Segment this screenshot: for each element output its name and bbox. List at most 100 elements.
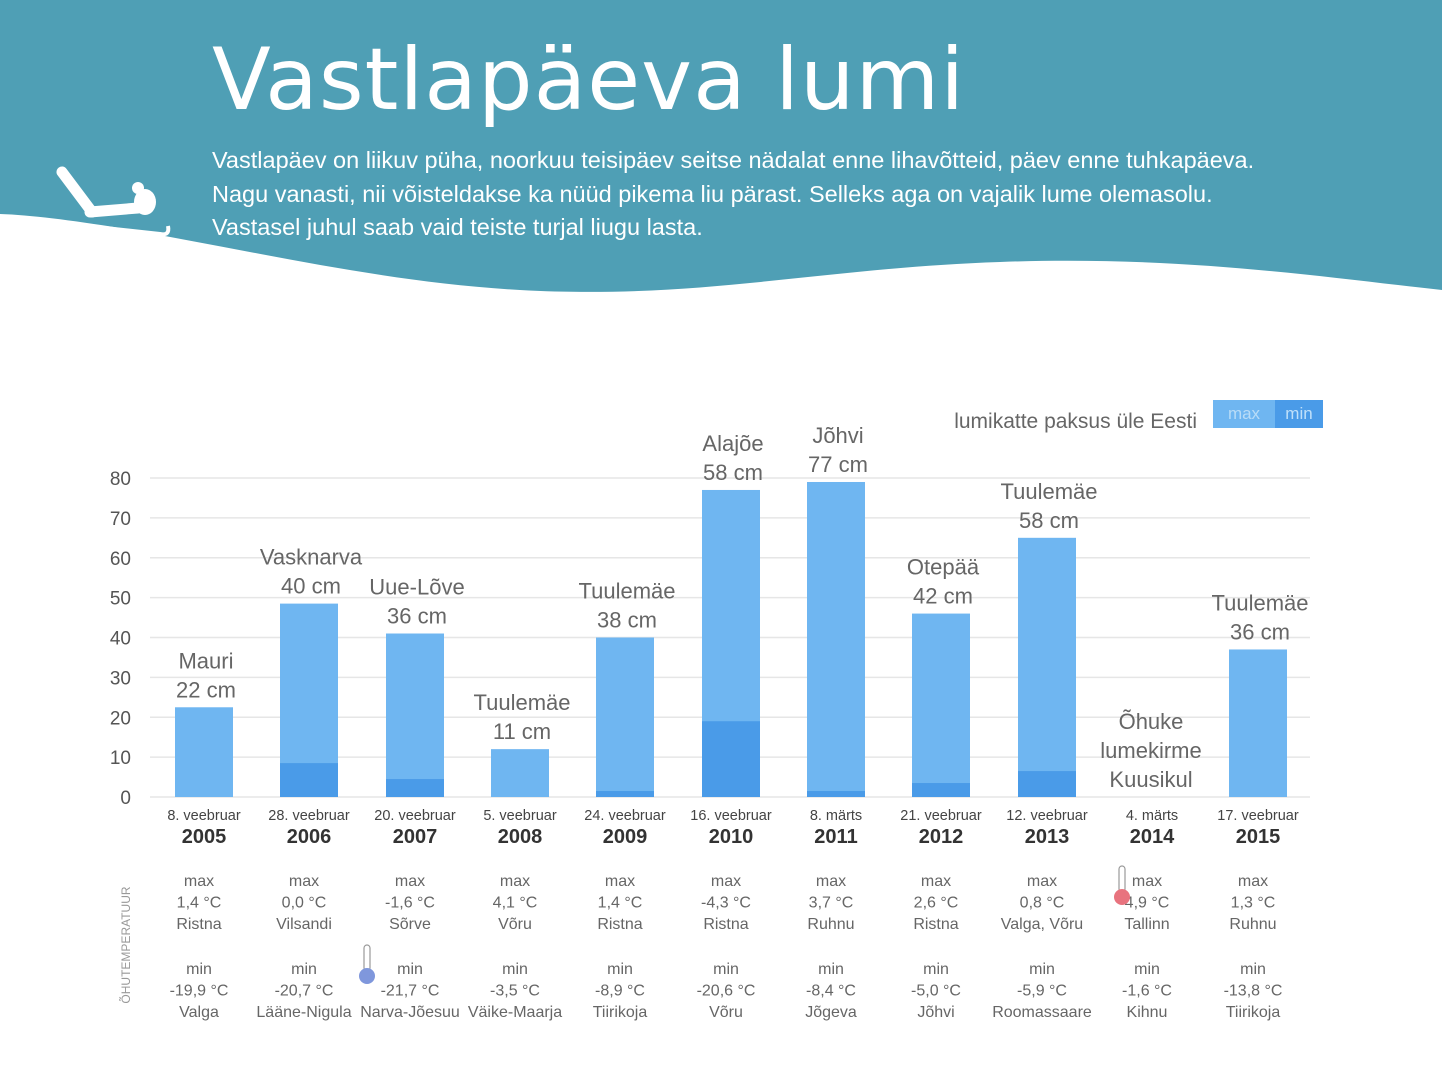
y-tick-label: 10: [110, 748, 131, 769]
temp-min-value: -21,7 °C: [381, 983, 440, 1000]
y-tick-label: 50: [110, 589, 131, 610]
bar-max: [1229, 649, 1287, 797]
bar-annotation: Kuusikul: [1109, 767, 1192, 792]
bar-annotation: 38 cm: [597, 608, 657, 633]
bar-min: [596, 791, 654, 797]
cold-thermometer-icon: [359, 944, 375, 984]
x-year-label: 2006: [287, 826, 332, 848]
temp-max-value: 2,6 °C: [914, 895, 959, 912]
temp-max-place: Ristna: [703, 916, 748, 933]
bar-annotation: Jõhvi: [812, 423, 863, 448]
y-tick-label: 60: [110, 549, 131, 570]
x-axis-labels: 8. veebruar 2005 28. veebruar 2006 20. veebr…: [167, 808, 1299, 848]
temperature-axis-label: ÕHUTEMPERATUUR: [118, 886, 133, 1003]
temp-min-label: min: [186, 961, 212, 978]
page-title: Vastlapäeva lumi: [212, 30, 966, 130]
bar-annotation: 77 cm: [808, 452, 868, 477]
temp-max-label: max: [500, 873, 530, 890]
x-year-label: 2012: [919, 826, 964, 848]
bar-annotation: 11 cm: [493, 719, 551, 744]
y-tick-label: 30: [110, 668, 131, 689]
bar-min: [1018, 771, 1076, 797]
header-banner: [0, 0, 1442, 292]
x-date-label: 21. veebruar: [900, 808, 982, 824]
temp-max-value: 4,9 °C: [1125, 895, 1170, 912]
temp-min-place: Lääne-Nigula: [256, 1004, 351, 1021]
x-date-label: 20. veebruar: [374, 808, 456, 824]
x-year-label: 2010: [709, 826, 754, 848]
x-date-label: 5. veebruar: [483, 808, 557, 824]
temp-max-label: max: [711, 873, 741, 890]
temp-min-place: Tiirikoja: [593, 1004, 648, 1021]
intro-line: Nagu vanasti, nii võisteldakse ka nüüd p…: [212, 180, 1213, 207]
temp-max-value: 1,3 °C: [1231, 895, 1276, 912]
bar-annotation: Vasknarva: [260, 545, 363, 570]
bar-min: [912, 783, 970, 797]
temp-min-place: Narva-Jõesuu: [360, 1004, 460, 1021]
bar-annotation: Uue-Lõve: [369, 575, 464, 600]
bar-annotation: Tuulemäe: [578, 579, 675, 604]
temp-min-place: Valga: [179, 1004, 219, 1021]
bar-min: [807, 791, 865, 797]
temp-max-place: Vilsandi: [276, 916, 332, 933]
bar-max: [596, 637, 654, 797]
bar-annotation: Otepää: [907, 555, 980, 580]
x-year-label: 2007: [393, 826, 438, 848]
temp-min-label: min: [607, 961, 633, 978]
temp-max-place: Ruhnu: [1229, 916, 1276, 933]
banner-wave-shape: [0, 0, 1442, 292]
bar-annotation: 22 cm: [176, 677, 236, 702]
bar-annotation: 58 cm: [703, 460, 763, 485]
bar-min: [280, 763, 338, 797]
temp-min-value: -19,9 °C: [170, 983, 229, 1000]
bar-max: [807, 481, 865, 797]
temp-min-place: Väike-Maarja: [468, 1004, 562, 1021]
legend-min-swatch: [1275, 400, 1323, 428]
x-year-label: 2014: [1130, 826, 1175, 848]
bar-annotation: 58 cm: [1019, 508, 1079, 533]
y-tick-label: 80: [110, 469, 131, 490]
temp-max-value: 1,4 °C: [177, 895, 222, 912]
temp-min-value: -20,7 °C: [275, 983, 334, 1000]
x-date-label: 12. veebruar: [1006, 808, 1088, 824]
temp-max-place: Sõrve: [389, 916, 431, 933]
temp-min-value: -5,9 °C: [1017, 983, 1067, 1000]
temp-min-place: Kihnu: [1127, 1004, 1168, 1021]
x-date-label: 8. veebruar: [167, 808, 241, 824]
bar-max: [1018, 537, 1076, 797]
x-date-label: 4. märts: [1126, 808, 1178, 824]
temp-max-label: max: [1027, 873, 1057, 890]
x-date-label: 28. veebruar: [268, 808, 350, 824]
hot-thermometer-icon: [1114, 865, 1130, 905]
bar-annotation: Mauri: [178, 648, 233, 673]
temp-max-label: max: [1238, 873, 1268, 890]
bar-annotation: 40 cm: [281, 574, 341, 599]
temp-min-place: Tiirikoja: [1226, 1004, 1281, 1021]
temp-max-label: max: [816, 873, 846, 890]
temp-max-value: -1,6 °C: [385, 895, 435, 912]
x-date-label: 17. veebruar: [1217, 808, 1299, 824]
temp-min-place: Jõgeva: [805, 1004, 857, 1021]
bar-annotation: Tuulemäe: [1000, 479, 1097, 504]
bar-max: [912, 613, 970, 797]
chart-legend: lumikatte paksus üle Eesti max min: [954, 400, 1323, 433]
x-year-label: 2011: [814, 826, 857, 848]
x-year-label: 2005: [182, 826, 227, 848]
temp-max-place: Ristna: [176, 916, 221, 933]
bar-annotation: 36 cm: [387, 604, 447, 629]
legend-max-swatch: [1213, 400, 1275, 428]
temp-max-value: 3,7 °C: [809, 895, 854, 912]
bar-min: [386, 779, 444, 797]
temperature-table: max 1,4 °C Ristna max 0,0 °C Vilsandi max -1,6 …: [170, 865, 1282, 1021]
temp-max-place: Ristna: [913, 916, 958, 933]
temp-max-label: max: [395, 873, 425, 890]
temp-min-label: min: [291, 961, 317, 978]
bar-annotation: 42 cm: [913, 584, 973, 609]
temp-min-label: min: [713, 961, 739, 978]
temp-min-label: min: [923, 961, 949, 978]
bar-annotation: Alajõe: [702, 431, 763, 456]
bar-annotation: Tuulemäe: [473, 690, 570, 715]
temp-min-place: Jõhvi: [917, 1004, 954, 1021]
y-axis-ticks: 0 10 20 30 40 50 60 70 80: [110, 469, 131, 809]
